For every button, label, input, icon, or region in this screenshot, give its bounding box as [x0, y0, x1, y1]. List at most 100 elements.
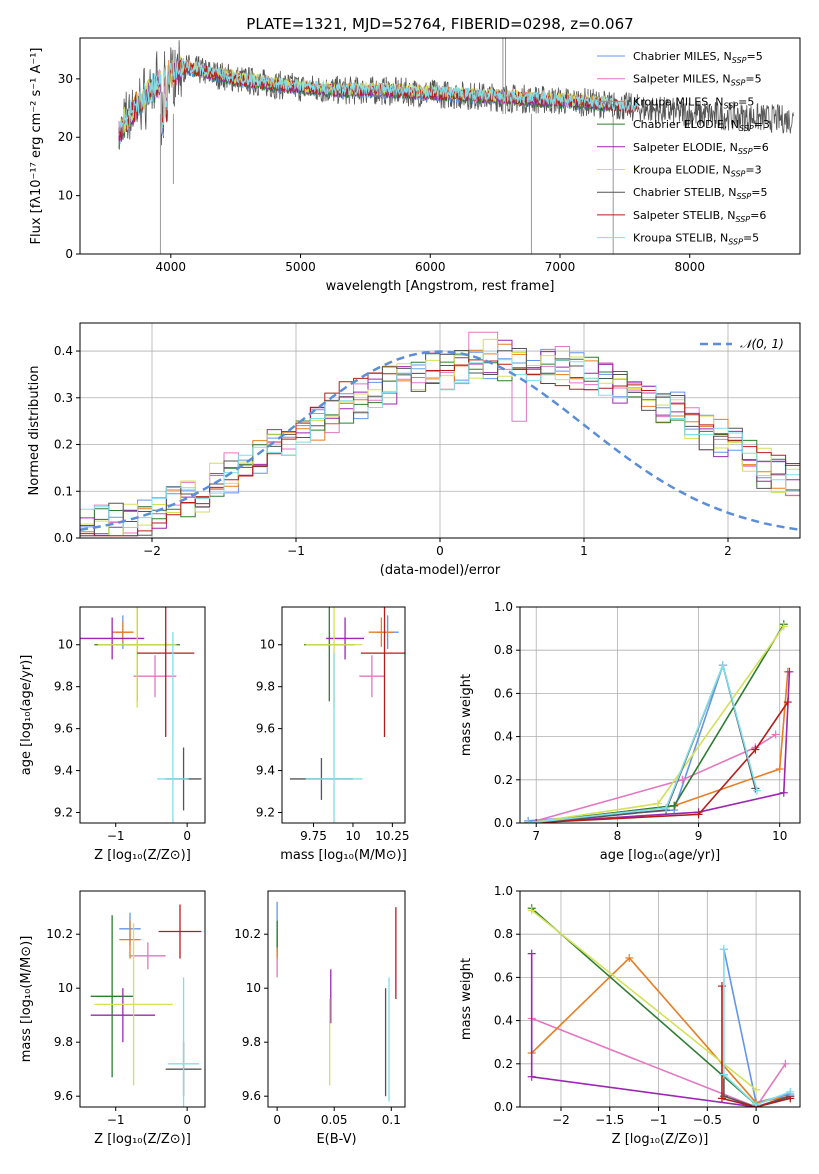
series-salpeter-miles	[527, 733, 777, 823]
y-tick-label: 1.0	[494, 884, 513, 898]
y-tick-label: 9.4	[256, 764, 275, 778]
point-marker	[719, 1070, 728, 1079]
point-marker	[779, 622, 788, 631]
legend-label: 𝒩(0, 1)	[740, 337, 784, 351]
y-tick-label: 0.2	[494, 773, 513, 787]
point-marker	[752, 1085, 761, 1094]
x-tick-label: 2	[724, 544, 732, 558]
y-tick-label: 9.8	[242, 1035, 261, 1049]
y-tick-label: 0.3	[54, 391, 73, 405]
y-axis-label: Flux [fλ10⁻¹⁷ erg cm⁻² s⁻¹ A⁻¹]	[29, 48, 44, 245]
y-tick-label: 0	[65, 247, 73, 261]
plot-area	[527, 904, 795, 1107]
x-tick-label: 0.05	[321, 1113, 348, 1127]
x-tick-label: −1	[650, 1113, 668, 1127]
series-kroupa-stelib	[528, 662, 758, 823]
y-axis-label: Normed distribution	[27, 366, 42, 496]
y-tick-label: 0.0	[494, 1100, 513, 1114]
y-tick-label: 10	[260, 638, 275, 652]
y-tick-label: 0.4	[494, 730, 513, 744]
y-axis-label: mass [log₁₀(M/M⊙)]	[19, 936, 34, 1063]
point-marker	[783, 698, 792, 707]
panel-massweight-vs-Z: −2 −1.5 −1 −0.5 0 0.0 0.2 0.4 0.6 0.8 1.0 Z [log₁₀(…	[459, 884, 801, 1147]
y-tick-label: 10	[58, 189, 73, 203]
x-tick-label: 0	[436, 544, 444, 558]
point-marker	[524, 819, 533, 823]
x-tick-label: 0	[752, 1113, 760, 1127]
x-tick-label: 8000	[674, 260, 705, 274]
point-marker	[786, 1087, 795, 1096]
y-tick-label: 9.2	[256, 806, 275, 820]
plot-area	[80, 607, 202, 823]
point-marker	[678, 775, 687, 784]
x-tick-label: 0	[183, 1113, 191, 1127]
point-marker	[717, 982, 726, 991]
panel-spectrum: Chabrier MILES, NSSP=5 Salpeter MILES, NS…	[29, 37, 801, 294]
legend-label: Chabrier STELIB, NSSP=5	[633, 186, 767, 201]
panel-age-vs-Z: −1 0 9.2 9.4 9.6 9.8 10 Z [log₁₀(Z/Z⊙)] age [log…	[19, 606, 206, 863]
series-salpeter-stelib	[528, 701, 789, 823]
y-tick-label: 10	[58, 638, 73, 652]
hist-chabrier-elodie	[80, 353, 800, 526]
x-tick-label: 10	[772, 829, 787, 843]
y-tick-label: 9.6	[54, 1089, 73, 1103]
axes-frame	[79, 890, 206, 1108]
x-axis-label: E(B-V)	[316, 1132, 356, 1147]
point-marker	[653, 799, 662, 808]
series-salpeter-elodie	[528, 671, 791, 823]
y-tick-label: 9.6	[54, 722, 73, 736]
y-tick-label: 9.8	[256, 680, 275, 694]
x-axis-label: age [log₁₀(age/yr)]	[600, 848, 721, 863]
y-tick-label: 0.4	[54, 344, 73, 358]
point-marker	[717, 1094, 726, 1103]
y-tick-label: 9.6	[256, 722, 275, 736]
y-tick-label: 20	[58, 130, 73, 144]
y-tick-label: 9.8	[54, 1035, 73, 1049]
x-tick-label: 0	[183, 829, 191, 843]
point-marker	[751, 745, 760, 754]
x-axis-label: Z [log₁₀(Z/Z⊙)]	[94, 1132, 191, 1147]
legend: Chabrier MILES, NSSP=5 Salpeter MILES, NS…	[597, 50, 770, 247]
y-tick-label: 0.6	[494, 686, 513, 700]
axes-frame	[267, 890, 406, 1108]
series-chabrier-elodie	[528, 623, 785, 823]
y-tick-label: 10.2	[46, 927, 73, 941]
series-chabrier-miles	[528, 662, 757, 822]
series-salpeter-miles	[531, 1017, 787, 1107]
point-marker	[527, 1072, 536, 1081]
point-marker	[785, 667, 794, 676]
x-axis-label: (data-model)/error	[380, 563, 501, 578]
x-tick-label: 0.1	[382, 1113, 401, 1127]
x-tick-label: 1	[580, 544, 588, 558]
plot-area	[90, 904, 202, 1107]
x-axis-label: wavelength [Angstrom, rest frame]	[326, 279, 555, 294]
series-chabrier-miles	[723, 949, 791, 1104]
series-kroupa-stelib	[118, 56, 639, 135]
point-marker	[719, 945, 728, 954]
point-marker	[752, 1100, 761, 1107]
legend-label: Chabrier MILES, NSSP=5	[633, 50, 763, 65]
point-marker	[532, 819, 541, 823]
hist-chabrier-miles	[80, 348, 800, 537]
hist-salpeter-stelib	[80, 359, 800, 537]
point-marker	[527, 906, 536, 915]
y-tick-label: 0.2	[494, 1057, 513, 1071]
x-tick-label: 0	[273, 1113, 281, 1127]
legend-label: Salpeter ELODIE, NSSP=6	[633, 141, 769, 156]
plot-area	[276, 901, 397, 1102]
axes-frame	[281, 606, 406, 824]
x-tick-label: −1.5	[595, 1113, 624, 1127]
x-tick-label: 6000	[415, 260, 446, 274]
point-marker	[771, 730, 780, 739]
x-tick-label: 5000	[285, 260, 316, 274]
x-tick-label: 7000	[545, 260, 576, 274]
axes-frame	[519, 890, 801, 1108]
figure-title: PLATE=1321, MJD=52764, FIBERID=0298, z=0…	[246, 15, 633, 33]
x-axis-label: mass [log₁₀(M/M⊙)]	[280, 848, 407, 863]
y-tick-label: 10.2	[234, 927, 261, 941]
panel-age-vs-mass: 9.75 10 10.25 9.2 9.4 9.6 9.8 10 mass [log₁₀(M/M…	[256, 606, 410, 863]
point-marker	[527, 949, 536, 958]
series-kroupa-stelib	[723, 949, 791, 1106]
x-tick-label: 8	[614, 829, 622, 843]
hist-kroupa-stelib	[80, 352, 800, 528]
